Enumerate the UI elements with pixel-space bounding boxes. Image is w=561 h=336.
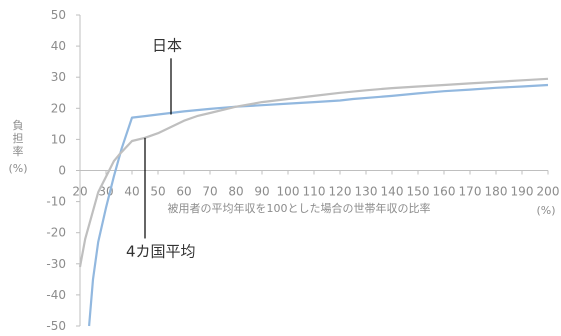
y-axis-label: 負 担 率 (%) bbox=[8, 119, 27, 175]
x-tick-label: 140 bbox=[381, 185, 404, 199]
x-tick-label: 100 bbox=[277, 185, 300, 199]
annotation-label: 4カ国平均 bbox=[126, 242, 196, 260]
x-axis-unit: (%) bbox=[536, 204, 555, 217]
x-tick-label: 40 bbox=[124, 185, 139, 199]
y-tick-label: -50 bbox=[46, 319, 66, 333]
x-tick-label: 130 bbox=[355, 185, 378, 199]
series-line-1 bbox=[88, 83, 549, 327]
y-tick-label: -40 bbox=[46, 288, 66, 302]
x-tick-label: 160 bbox=[433, 185, 456, 199]
y-axis-label-char-1: 負 bbox=[13, 119, 24, 132]
x-tick-label: 150 bbox=[407, 185, 430, 199]
x-tick-label: 170 bbox=[459, 185, 482, 199]
x-tick-label: 200 bbox=[537, 185, 560, 199]
y-tick-label: -20 bbox=[46, 226, 66, 240]
y-tick-label: -10 bbox=[46, 195, 66, 209]
x-tick-label: 90 bbox=[254, 185, 269, 199]
series-line-2 bbox=[78, 77, 549, 268]
x-tick-label: 110 bbox=[303, 185, 326, 199]
y-tick-label: 0 bbox=[58, 164, 66, 178]
series-lines bbox=[78, 77, 549, 327]
y-tick-label: -30 bbox=[46, 257, 66, 271]
x-tick-label: 70 bbox=[202, 185, 217, 199]
y-tick-label: 40 bbox=[51, 39, 66, 53]
y-tick-label: 20 bbox=[51, 101, 66, 115]
x-tick-label: 60 bbox=[176, 185, 191, 199]
y-axis-label-unit: (%) bbox=[8, 162, 27, 175]
x-tick-label: 80 bbox=[228, 185, 243, 199]
y-tick-label: 30 bbox=[51, 70, 66, 84]
annotation-label: 日本 bbox=[152, 36, 182, 54]
y-axis-label-char-2: 担 bbox=[13, 131, 24, 145]
y-axis-label-char-3: 率 bbox=[13, 144, 24, 158]
x-tick-label: 120 bbox=[329, 185, 352, 199]
y-tick-label: 50 bbox=[51, 8, 66, 22]
x-tick-label: 50 bbox=[150, 185, 165, 199]
x-tick-label: 190 bbox=[511, 185, 534, 199]
x-tick-label: 20 bbox=[72, 185, 87, 199]
x-axis-label: 被用者の平均年収を100とした場合の世帯年収の比率 bbox=[168, 201, 431, 215]
y-tick-label: 10 bbox=[51, 132, 66, 146]
annotations: 日本 4カ国平均 bbox=[126, 36, 196, 260]
x-tick-label: 180 bbox=[485, 185, 508, 199]
